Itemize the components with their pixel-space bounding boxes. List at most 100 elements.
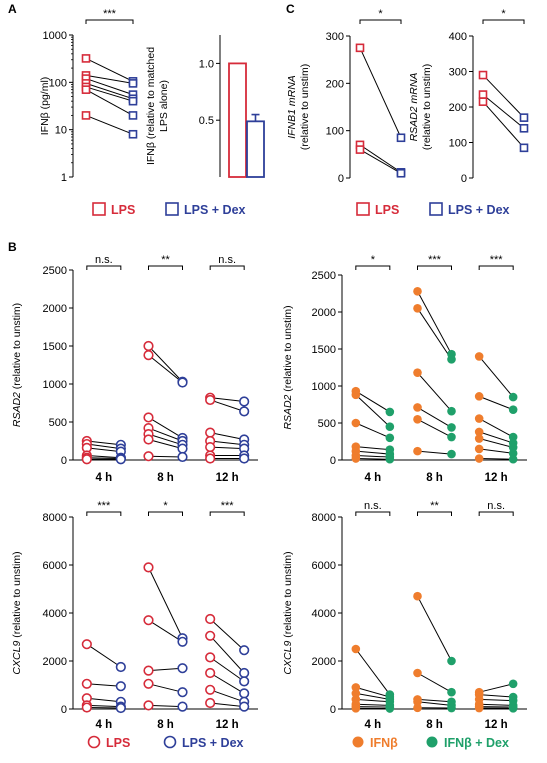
point-group-a bbox=[413, 368, 422, 377]
legend-label-b: LPS + Dex bbox=[184, 203, 246, 217]
point-group-b bbox=[508, 432, 518, 442]
pair-line bbox=[417, 672, 452, 693]
significance-b2-1-label: *** bbox=[428, 254, 442, 266]
point-group-a bbox=[474, 352, 484, 361]
pair-line bbox=[355, 698, 390, 703]
point-group-a bbox=[143, 340, 154, 352]
point-group-a bbox=[413, 403, 422, 412]
point-group-b bbox=[239, 701, 250, 712]
pair-line bbox=[417, 418, 452, 438]
point-group-b bbox=[447, 406, 456, 416]
y-tick-label: 1500 bbox=[43, 341, 67, 353]
pair-line bbox=[359, 149, 402, 174]
significance-c1-bracket bbox=[359, 19, 402, 24]
significance-a1-bracket bbox=[85, 19, 134, 24]
y-axis-label: RSAD2 (relative to unstim) bbox=[11, 303, 23, 427]
pair-line bbox=[85, 86, 134, 102]
point-group-b bbox=[508, 392, 518, 402]
pair-line bbox=[148, 455, 183, 458]
y-axis-label: RSAD2 (relative to unstim) bbox=[282, 305, 294, 429]
pair-line bbox=[148, 427, 183, 442]
y-axis-label-part: (relative to unstim) bbox=[282, 305, 294, 394]
pair-line bbox=[355, 692, 390, 700]
pair-line bbox=[148, 417, 183, 439]
panel-label-b: B bbox=[8, 240, 17, 254]
legend-marker-a bbox=[352, 736, 364, 748]
pair-line bbox=[86, 457, 121, 459]
significance-c2-bracket bbox=[482, 19, 525, 24]
x-category-label: 12 h bbox=[216, 719, 239, 731]
point-lps bbox=[81, 54, 91, 63]
x-category-label: 4 h bbox=[96, 719, 113, 731]
y-tick-label: 1500 bbox=[312, 344, 336, 356]
significance-b2-2-bracket bbox=[478, 265, 514, 270]
point-group-a bbox=[205, 441, 216, 453]
legend-panel-b-lps: LPS LPS + Dex bbox=[87, 735, 244, 750]
point-lps-dex bbox=[519, 143, 529, 153]
pair-line bbox=[479, 694, 514, 698]
point-group-b bbox=[239, 645, 250, 656]
point-group-b bbox=[115, 661, 126, 673]
point-group-a bbox=[413, 697, 422, 707]
point-group-b bbox=[239, 676, 250, 687]
significance-b3-2-label: *** bbox=[221, 500, 235, 512]
legend-panel-c: LPS LPS + Dex bbox=[356, 202, 510, 217]
point-group-a bbox=[143, 451, 154, 462]
legend-panel-b-ifnb: IFNβ IFNβ + Dex bbox=[352, 736, 509, 750]
legend-marker-b bbox=[426, 736, 438, 748]
significance-b4-2-label: n.s. bbox=[487, 500, 505, 512]
point-lps bbox=[478, 90, 488, 99]
pair-line bbox=[85, 57, 134, 82]
chart-c2: 0 100 200 300 400 RSAD2 mRNA (relative to unst… bbox=[408, 8, 529, 185]
chart-b3: 0 2000 4000 6000 8000 CXCL9 (relative to unst… bbox=[11, 500, 258, 731]
chart-a1-ifnb-protein: 1 10 100 1000 IFNβ (pg/ml) *** bbox=[39, 8, 138, 184]
pair-line bbox=[148, 683, 183, 693]
y-tick-label: 100 bbox=[49, 77, 67, 89]
x-category-label: 8 h bbox=[426, 472, 443, 484]
significance-b2-1-bracket bbox=[417, 265, 452, 270]
significance-b3-0-label: *** bbox=[97, 500, 111, 512]
error-bar bbox=[251, 113, 260, 122]
y-axis-label: RSAD2 mRNA bbox=[408, 73, 420, 142]
point-group-b bbox=[177, 687, 188, 698]
pair-line bbox=[355, 422, 391, 439]
point-group-b bbox=[115, 702, 126, 714]
pair-line bbox=[479, 431, 514, 444]
pair-line bbox=[148, 438, 183, 450]
point-lps-dex bbox=[128, 96, 138, 106]
y-tick-label: 2500 bbox=[312, 270, 336, 282]
x-category-label: 12 h bbox=[216, 472, 239, 484]
pair-line bbox=[86, 454, 121, 459]
point-lps-dex bbox=[519, 124, 529, 133]
pair-line bbox=[148, 619, 183, 643]
significance-c2-label: * bbox=[501, 8, 506, 20]
y-tick-label: 300 bbox=[449, 67, 467, 79]
significance-b4-1-bracket bbox=[417, 511, 452, 516]
significance-b1-0-label: n.s. bbox=[95, 254, 113, 266]
point-lps-dex bbox=[396, 168, 406, 178]
pair-line bbox=[355, 455, 390, 458]
y-tick-label: 4000 bbox=[312, 608, 336, 620]
y-tick-label: 100 bbox=[326, 126, 344, 138]
point-group-b bbox=[447, 703, 456, 713]
y-tick-label: 500 bbox=[49, 417, 67, 429]
legend-label-a: IFNβ bbox=[370, 736, 398, 750]
pair-line bbox=[355, 686, 390, 698]
point-group-b bbox=[385, 422, 395, 432]
pair-line bbox=[355, 450, 390, 455]
y-tick-label: 2000 bbox=[43, 303, 67, 315]
point-group-a bbox=[205, 453, 216, 464]
pair-line bbox=[148, 433, 183, 446]
pair-line bbox=[417, 291, 452, 355]
pair-line bbox=[479, 458, 514, 460]
significance-a1-label: *** bbox=[103, 8, 117, 20]
pair-line bbox=[479, 703, 514, 706]
point-group-a bbox=[413, 703, 422, 713]
significance-b2-0-label: * bbox=[371, 254, 376, 266]
point-group-a bbox=[413, 591, 422, 601]
legend-label-a: LPS bbox=[375, 203, 399, 217]
point-group-b bbox=[177, 663, 188, 674]
point-group-a bbox=[143, 350, 154, 361]
pair-line bbox=[478, 395, 514, 411]
y-axis-label: CXCL9 (relative to unstim) bbox=[282, 551, 294, 674]
